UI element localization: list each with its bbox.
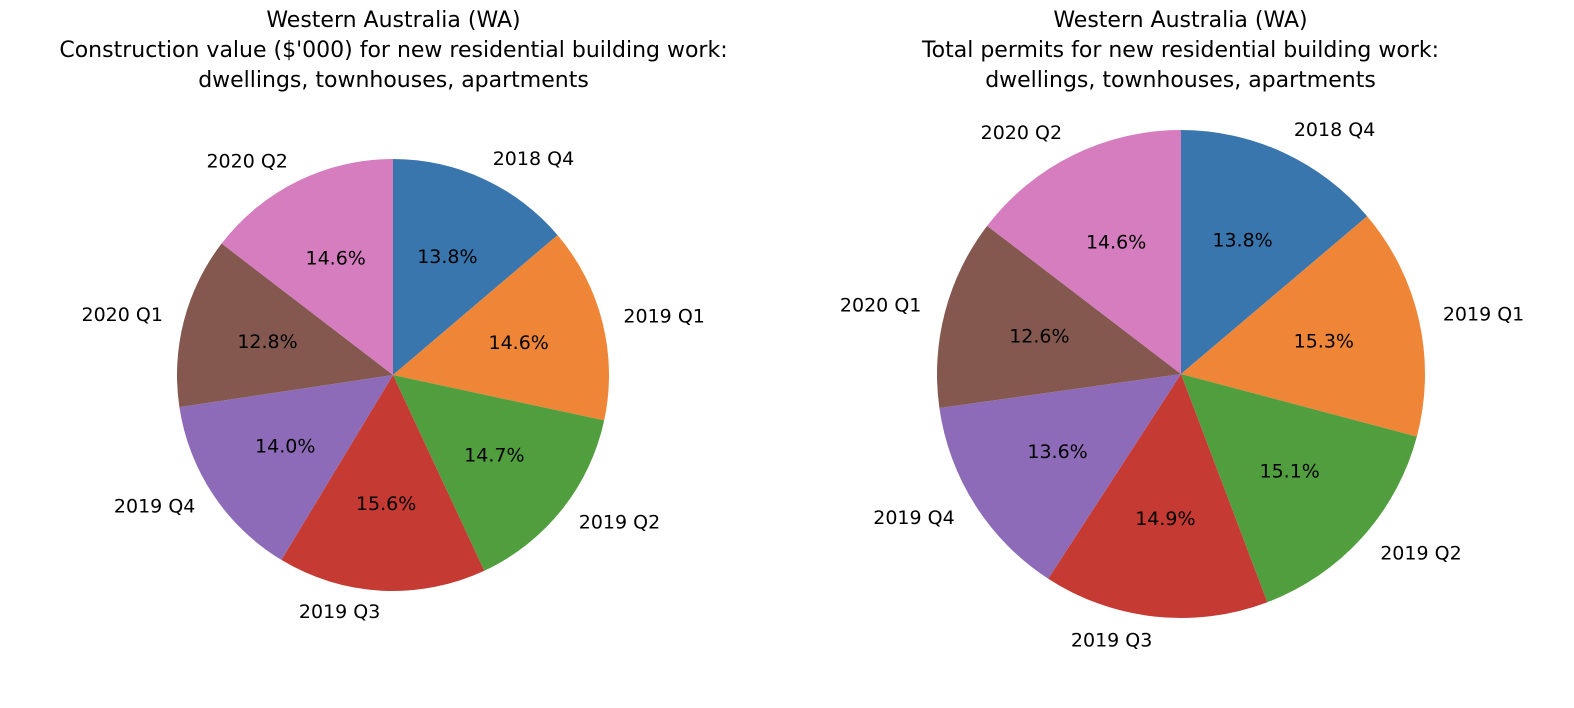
chart-total-permits: Western Australia (WA) Total permits for… [787,0,1574,708]
chart-construction-value: Western Australia (WA) Construction valu… [59,8,728,623]
percent-label: 14.0% [255,435,315,457]
chart-title-line-1: Western Australia (WA) [266,8,521,33]
pie-chart-svg: 2018 Q4 13.8% 2019 Q1 14.6% 2019 Q2 14.7% 2019… [82,148,705,623]
chart-title-line-1: Western Australia (WA) [1053,8,1308,33]
percent-label: 14.6% [489,332,549,354]
pie-slice-2020-q1 [177,243,393,408]
percent-label: 15.3% [1294,330,1354,352]
percent-label: 14.6% [305,247,365,269]
category-label: 2019 Q2 [1380,542,1461,564]
pie-slice-2018-q4 [1181,130,1368,374]
category-label: 2020 Q2 [206,150,287,172]
pie-slice-2019-q2 [1181,374,1417,603]
chart-title-line-3: dwellings, townhouses, apartments [985,68,1376,93]
pie-chart-svg: 2018 Q4 13.8% 2019 Q1 15.3% 2019 Q2 15.1% 2019… [840,119,1524,651]
category-label: 2018 Q4 [1294,119,1375,141]
percent-label: 14.6% [1086,231,1146,253]
category-label: 2019 Q4 [114,495,195,517]
percent-label: 13.8% [417,246,477,268]
percent-label: 12.6% [1009,325,1069,347]
category-label: 2018 Q4 [493,148,574,170]
pie-slice-2019-q4 [939,374,1181,579]
percent-label: 15.1% [1259,461,1319,483]
category-label: 2020 Q1 [82,304,163,326]
pie-slice-2020-q2 [987,130,1181,374]
percent-label: 13.8% [1212,230,1272,252]
percent-label: 12.8% [237,331,297,353]
category-label: 2019 Q3 [299,601,380,623]
pie-slice-2019-q3 [1048,374,1268,618]
category-label: 2020 Q2 [981,122,1062,144]
pie-slice-2019-q4 [179,375,393,560]
category-label: 2020 Q1 [840,294,921,316]
chart-title-line-2: Construction value ($'000) for new resid… [59,38,728,63]
pie-slice-2019-q1 [1181,216,1425,437]
percent-label: 13.6% [1027,441,1087,463]
category-label: 2019 Q3 [1071,629,1152,651]
category-label: 2019 Q1 [623,306,704,328]
chart-title-line-3: dwellings, townhouses, apartments [198,68,589,93]
chart-title-line-2: Total permits for new residential buildi… [921,38,1440,63]
pie-slice-2019-q1 [393,235,610,421]
percent-label: 15.6% [356,493,416,515]
pie-slice-2019-q2 [393,375,605,571]
category-label: 2019 Q2 [579,512,660,534]
category-label: 2019 Q1 [1443,303,1524,325]
percent-label: 14.9% [1135,508,1195,530]
category-label: 2019 Q4 [873,507,954,529]
pie-slice-2020-q2 [221,159,393,375]
pie-slice-2019-q3 [281,375,485,591]
pie-slice-2018-q4 [393,159,558,375]
percent-label: 14.7% [464,444,524,466]
pie-slice-2020-q1 [937,225,1181,409]
